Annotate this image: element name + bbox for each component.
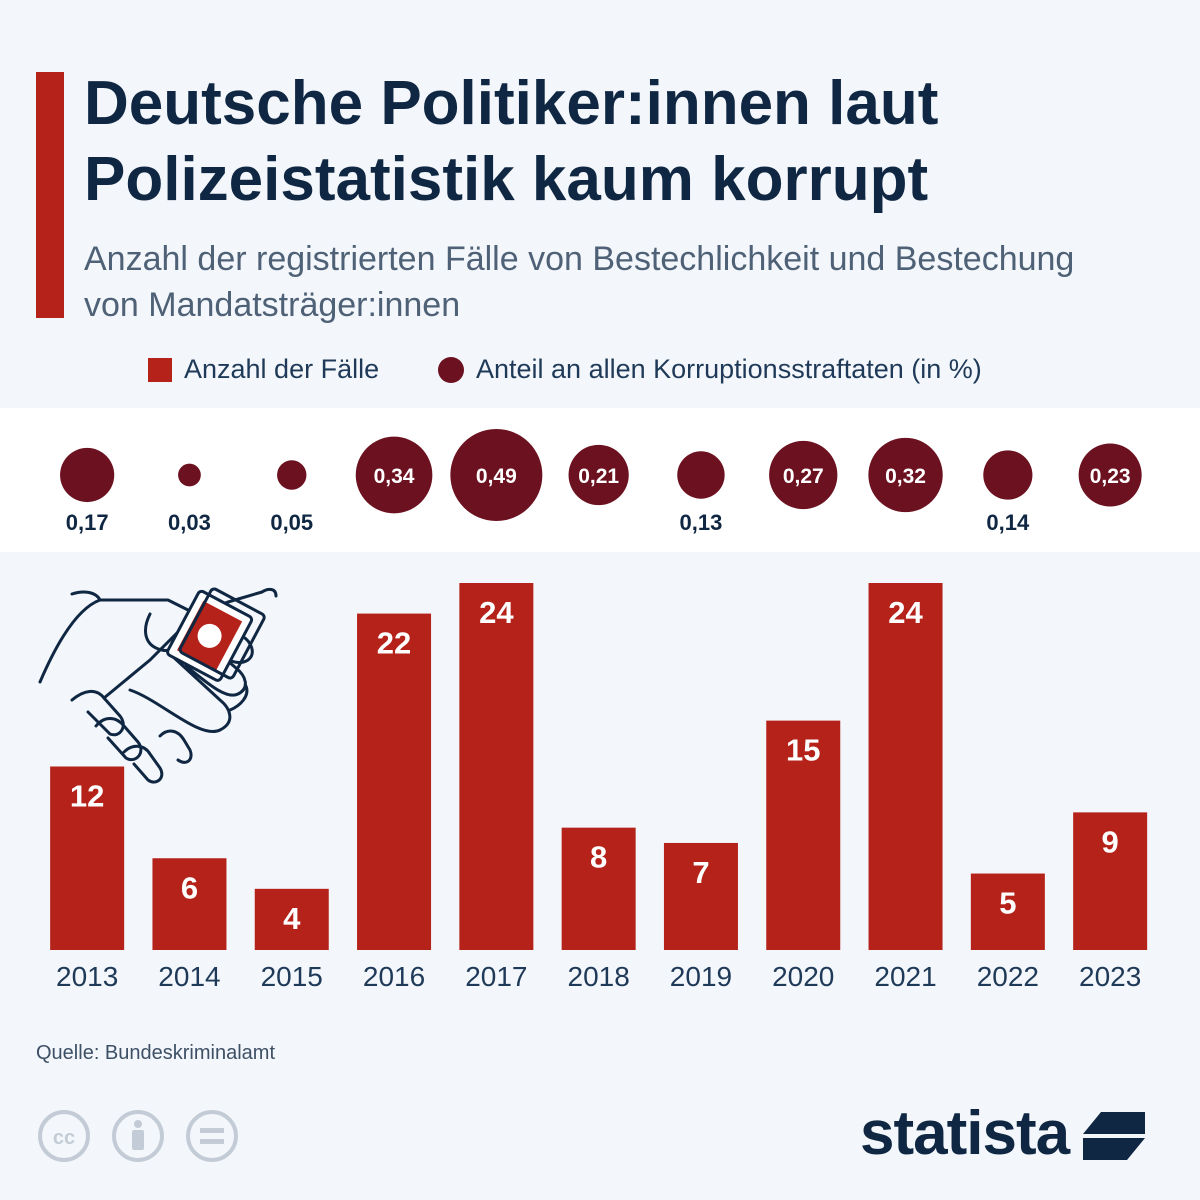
- bar-value-label: 7: [692, 855, 709, 890]
- bubble-2017: [450, 429, 543, 521]
- bubble-value-label: 0,27: [783, 465, 824, 488]
- title-accent-bar: [36, 72, 64, 318]
- chart-legend: Anzahl der Fälle Anteil an allen Korrupt…: [0, 354, 1200, 394]
- x-tick-label: 2013: [56, 961, 118, 992]
- license-icons: cc: [38, 1110, 238, 1162]
- x-tick-label: 2023: [1079, 961, 1141, 992]
- no-derivatives-icon: [186, 1110, 238, 1162]
- bar-value-label: 24: [479, 595, 514, 630]
- x-tick-label: 2015: [261, 961, 323, 992]
- statista-logo-icon: [1083, 1111, 1146, 1160]
- bar-2017: [459, 583, 534, 950]
- x-tick-label: 2020: [772, 961, 834, 992]
- legend-label-share: Anteil an allen Korruptionsstraftaten (i…: [476, 354, 982, 384]
- bar-2018: [561, 827, 636, 950]
- bar-value-label: 15: [786, 733, 820, 768]
- attribution-icon: [112, 1110, 164, 1162]
- x-tick-label: 2021: [874, 961, 936, 992]
- svg-text:cc: cc: [53, 1127, 75, 1149]
- bar-value-label: 6: [181, 870, 198, 905]
- x-tick-label: 2022: [977, 961, 1039, 992]
- bar-value-label: 9: [1102, 824, 1119, 859]
- statista-logo: statista: [860, 1098, 1149, 1169]
- bubble-2014: [178, 463, 201, 487]
- bubble-value-label: 0,14: [986, 510, 1030, 535]
- bar-2013: [50, 766, 125, 950]
- handshake-money-icon: [38, 587, 278, 784]
- x-tick-label: 2017: [465, 961, 527, 992]
- bubble-2019: [677, 451, 725, 499]
- bubble-value-label: 0,23: [1090, 465, 1131, 488]
- bubble-value-label: 0,49: [476, 465, 517, 488]
- bubble-2023: [1078, 443, 1142, 507]
- bar-value-label: 24: [888, 595, 923, 630]
- legend-item-share: Anteil an allen Korruptionsstraftaten (i…: [438, 354, 982, 385]
- legend-label-cases: Anzahl der Fälle: [184, 354, 380, 384]
- bar-2015: [254, 888, 329, 950]
- bar-2019: [663, 842, 738, 950]
- bar-value-label: 5: [999, 886, 1016, 921]
- bar-2014: [152, 858, 227, 950]
- bubble-2016: [355, 436, 433, 514]
- x-tick-label: 2014: [158, 961, 220, 992]
- bar-2021: [868, 583, 943, 950]
- bar-value-label: 12: [70, 779, 104, 814]
- bubble-2015: [277, 460, 307, 490]
- page-title: Deutsche Politiker:innen laut Polizeista…: [84, 69, 939, 214]
- bar-value-label: 22: [377, 626, 411, 661]
- x-tick-label: 2018: [568, 961, 630, 992]
- bar-2020: [766, 720, 841, 950]
- cc-icon: cc: [38, 1110, 90, 1162]
- legend-square-icon: [148, 357, 172, 382]
- bubble-2022: [983, 450, 1033, 500]
- x-tick-label: 2019: [670, 961, 732, 992]
- bubble-value-label: 0,21: [578, 465, 619, 488]
- logo-text: statista: [860, 1099, 1070, 1168]
- bar-2016: [357, 613, 432, 950]
- bubble-2018: [568, 444, 629, 506]
- bar-2022: [970, 873, 1045, 950]
- bubble-2013: [60, 447, 115, 503]
- legend-item-cases: Anzahl der Fälle: [148, 354, 379, 385]
- bar-2023: [1073, 812, 1148, 950]
- bubble-value-label: 0,17: [66, 510, 109, 535]
- bubble-value-label: 0,34: [374, 465, 415, 488]
- page-subtitle: Anzahl der registrierten Fälle von Beste…: [84, 240, 1075, 324]
- bubble-value-label: 0,13: [680, 510, 723, 535]
- bubble-value-label: 0,05: [270, 510, 313, 535]
- bubble-2020: [769, 440, 838, 510]
- bubble-layer: 0,17 0,03 0,05 0,34 0,49 0,21 0,13 0,27 0,32 0,14…: [60, 429, 1142, 535]
- bar-layer: 12 6 4 22 24 8 7 15 24 5 9: [50, 583, 1148, 950]
- bar-value-label: 4: [283, 901, 301, 936]
- bar-value-label: 8: [590, 840, 607, 875]
- x-axis-labels: 2013 2014 2015 2016 2017 2018 2019 2020 2021 2022…: [56, 961, 1141, 992]
- bubble-value-label: 0,32: [885, 465, 926, 488]
- source-note: Quelle: Bundeskriminalamt: [36, 1042, 275, 1064]
- bubble-value-label: 0,03: [168, 510, 211, 535]
- legend-dot-icon: [438, 356, 464, 383]
- x-tick-label: 2016: [363, 961, 425, 992]
- bubble-2021: [868, 437, 943, 513]
